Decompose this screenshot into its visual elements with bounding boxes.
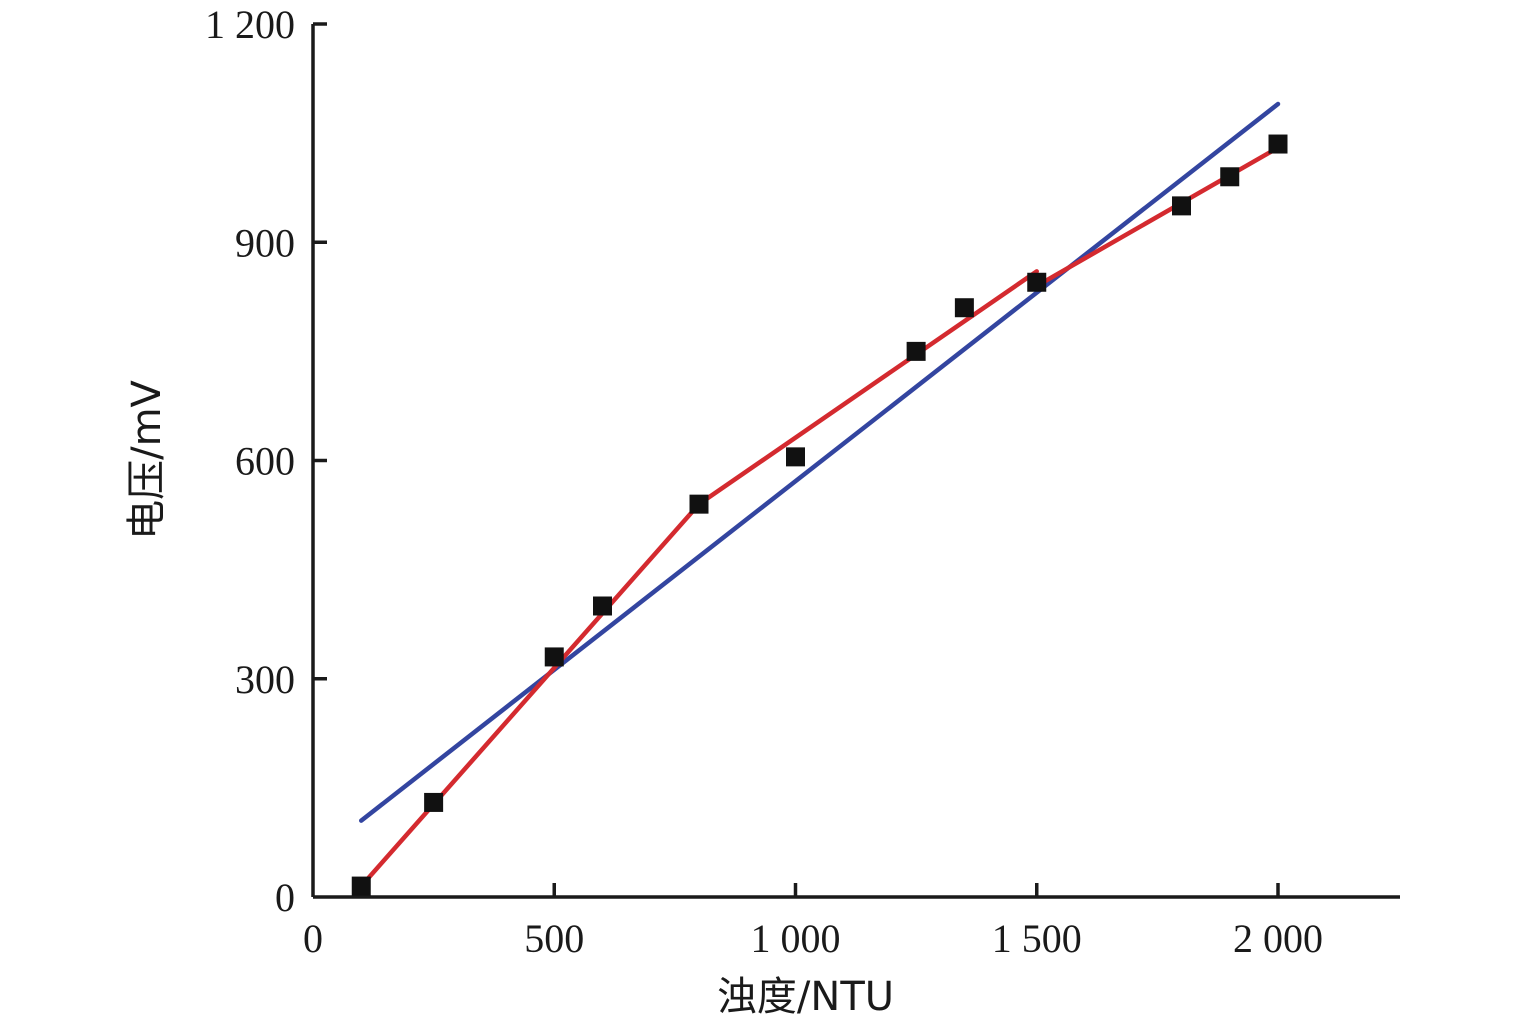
data-point xyxy=(593,596,612,616)
data-point xyxy=(1220,167,1240,187)
y-tick-label: 300 xyxy=(235,657,295,702)
segment-fit-line-1 xyxy=(359,501,702,889)
fit-lines xyxy=(359,101,1281,889)
segment-fit-line-3 xyxy=(1034,145,1281,289)
segment-fit-line-2 xyxy=(696,269,1039,507)
y-tick-label: 0 xyxy=(275,875,295,920)
data-point xyxy=(786,447,805,467)
y-tick-label: 600 xyxy=(235,439,295,484)
y-axis-title: 电压/mV xyxy=(124,379,170,539)
data-point xyxy=(1027,272,1047,292)
y-tick-label: 1 200 xyxy=(205,2,295,47)
y-ticks: 0 300 600 900 1 200 xyxy=(205,2,327,920)
x-axis-title: 浊度/NTU xyxy=(717,974,894,1020)
y-tick-label: 900 xyxy=(235,220,295,265)
x-tick-label: 1 000 xyxy=(751,916,841,961)
data-points xyxy=(351,134,1288,896)
x-tick-label: 0 xyxy=(303,916,323,961)
x-tick-label: 500 xyxy=(524,916,584,961)
data-point xyxy=(351,876,371,896)
x-tick-label: 1 500 xyxy=(992,916,1082,961)
data-point xyxy=(544,647,564,667)
data-point xyxy=(1172,196,1191,216)
data-point xyxy=(906,341,926,361)
data-point xyxy=(1268,134,1288,154)
axes xyxy=(311,24,1400,899)
data-point xyxy=(954,298,974,318)
x-tick-label: 2 000 xyxy=(1233,916,1323,961)
data-point xyxy=(424,792,444,812)
data-point xyxy=(689,494,709,514)
linear-fit-line xyxy=(359,101,1281,823)
x-ticks: 0 500 1 000 1 500 2 000 xyxy=(303,883,1323,961)
